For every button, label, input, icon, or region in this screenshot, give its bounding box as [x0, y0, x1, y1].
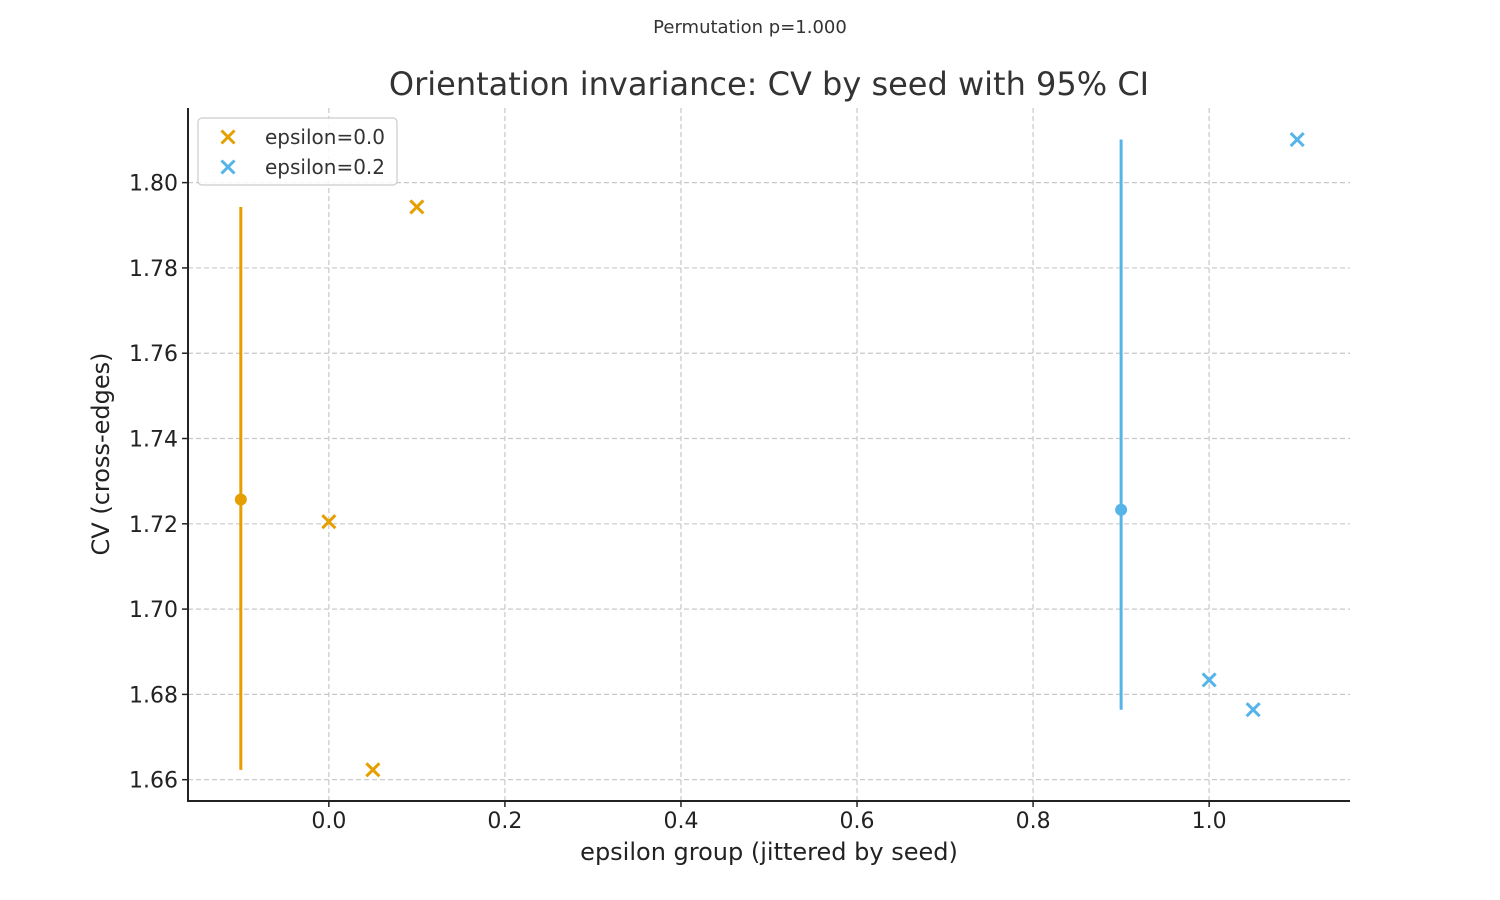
- x-marker-stroke: [409, 199, 425, 215]
- y-tick-label: 1.72: [129, 513, 178, 538]
- x-tick-label: 0.0: [311, 809, 346, 834]
- y-tick-label: 1.76: [129, 342, 178, 367]
- y-tick-label: 1.80: [129, 172, 178, 197]
- chart-title: Orientation invariance: CV by seed with …: [389, 65, 1149, 103]
- data-point: [1289, 131, 1305, 148]
- axes: [187, 108, 1350, 802]
- x-tick-label: 0.6: [840, 809, 875, 834]
- y-tick-label: 1.68: [129, 683, 178, 708]
- x-marker-stroke: [1245, 702, 1261, 718]
- y-axis-label: CV (cross-edges): [87, 353, 115, 556]
- y-tick-label: 1.66: [129, 769, 178, 794]
- x-marker-stroke: [1201, 672, 1217, 688]
- legend: epsilon=0.0 epsilon=0.2: [197, 117, 398, 186]
- x-tick-label: 1.0: [1192, 809, 1227, 834]
- data-point: [409, 199, 425, 215]
- y-tick-label: 1.74: [129, 428, 178, 453]
- grid: [188, 108, 1350, 801]
- x-marker-stroke: [220, 159, 236, 175]
- ticks: 0.0 0.2 0.4 0.6 0.8 1.0 1.66 1.68 1.70 1.72 1.74 1.…: [129, 172, 1227, 834]
- x-tick-label: 0.8: [1016, 809, 1051, 834]
- x-marker-stroke: [321, 514, 337, 530]
- x-tick-label: 0.2: [487, 809, 522, 834]
- chart-suptitle: Permutation p=1.000: [653, 17, 847, 38]
- legend-box: [197, 117, 398, 186]
- x-tick-label: 0.4: [663, 809, 698, 834]
- data-point: [365, 762, 381, 778]
- legend-label: epsilon=0.2: [265, 155, 385, 179]
- x-marker-stroke: [365, 762, 381, 778]
- legend-label: epsilon=0.0: [265, 125, 385, 149]
- y-tick-label: 1.78: [129, 257, 178, 282]
- legend-marker: [220, 159, 236, 175]
- x-marker-stroke: [1289, 131, 1305, 148]
- data-point: [1245, 702, 1261, 718]
- x-axis-label: epsilon group (jittered by seed): [580, 838, 958, 866]
- data-point: [1201, 672, 1217, 688]
- x-marker-stroke: [220, 129, 236, 145]
- mean-point: [234, 493, 247, 506]
- legend-marker: [220, 129, 236, 145]
- mean-point: [1115, 503, 1128, 516]
- data-point: [321, 514, 337, 530]
- plot-marks: [234, 131, 1305, 778]
- y-tick-label: 1.70: [129, 598, 178, 623]
